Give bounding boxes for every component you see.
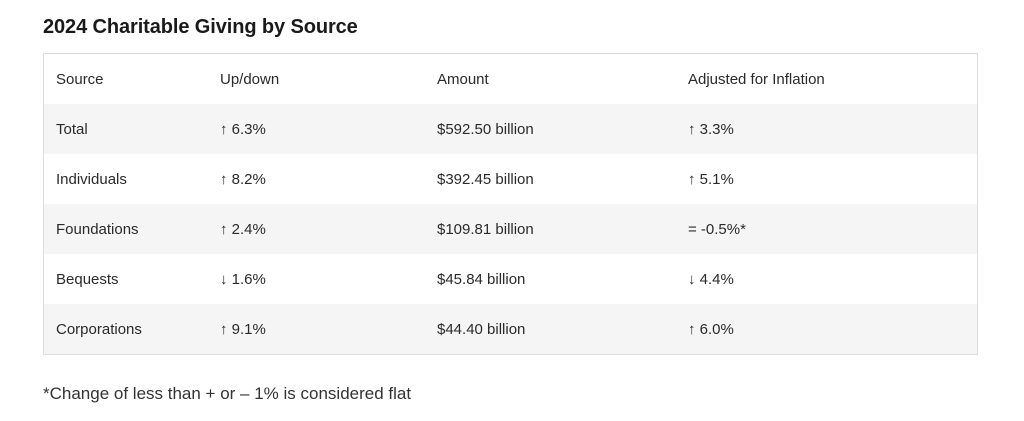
giving-table-container: Source Up/down Amount Adjusted for Infla… [43,53,978,355]
header-source: Source [56,70,104,88]
cell-amount: $44.40 billion [437,320,526,338]
giving-table: Source Up/down Amount Adjusted for Infla… [44,54,977,354]
table-row: Corporations ↑ 9.1% $44.40 billion ↑ 6.0… [44,304,977,354]
cell-adjusted: ↑ 6.0% [688,320,734,338]
cell-change: ↓ 1.6% [220,270,266,288]
cell-change: ↑ 6.3% [220,120,266,138]
cell-source: Foundations [56,220,139,238]
cell-adjusted: ↑ 5.1% [688,170,734,188]
cell-amount: $392.45 billion [437,170,534,188]
table-row: Bequests ↓ 1.6% $45.84 billion ↓ 4.4% [44,254,977,304]
table-row: Foundations ↑ 2.4% $109.81 billion = -0.… [44,204,977,254]
table-header-row: Source Up/down Amount Adjusted for Infla… [44,54,977,104]
cell-amount: $109.81 billion [437,220,534,238]
table-row: Total ↑ 6.3% $592.50 billion ↑ 3.3% [44,104,977,154]
cell-amount: $592.50 billion [437,120,534,138]
header-up-down: Up/down [220,70,280,88]
cell-source: Individuals [56,170,127,188]
cell-adjusted: = -0.5%* [688,220,746,238]
cell-source: Corporations [56,320,142,338]
cell-adjusted: ↓ 4.4% [688,270,734,288]
table-row: Individuals ↑ 8.2% $392.45 billion ↑ 5.1… [44,154,977,204]
header-adjusted-for-inflation: Adjusted for Inflation [688,70,825,88]
page-title: 2024 Charitable Giving by Source [43,16,358,38]
cell-amount: $45.84 billion [437,270,526,288]
footnote: *Change of less than + or – 1% is consid… [43,384,412,403]
cell-source: Total [56,120,88,138]
cell-adjusted: ↑ 3.3% [688,120,734,138]
cell-change: ↑ 8.2% [220,170,266,188]
cell-source: Bequests [56,270,119,288]
cell-change: ↑ 9.1% [220,320,266,338]
header-amount: Amount [437,70,489,88]
cell-change: ↑ 2.4% [220,220,266,238]
